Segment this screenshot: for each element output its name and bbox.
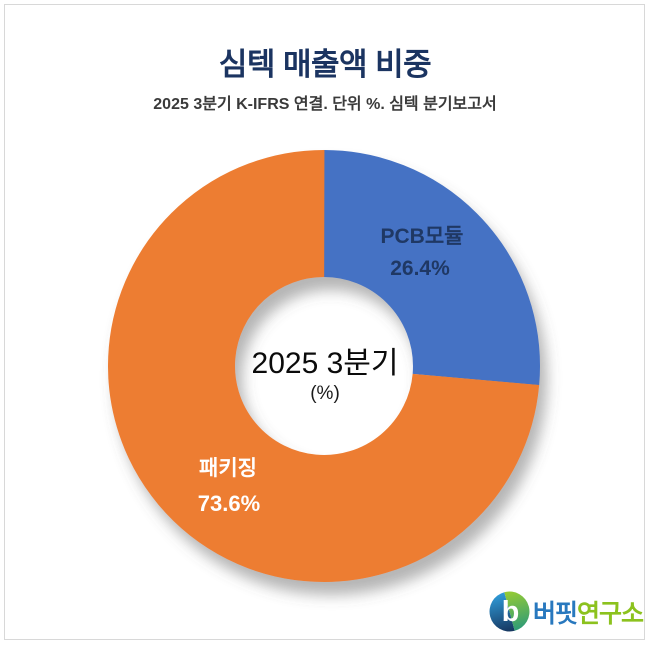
logo: b 버핏연구소 [489,591,644,632]
chart-subtitle: 2025 3분기 K-IFRS 연결. 단위 %. 심텍 분기보고서 [153,96,497,113]
donut-center-sublabel: (%) [310,383,340,404]
logo-text: 버핏연구소 [533,594,644,630]
logo-text-primary: 버핏 [533,599,578,628]
slice-label-packaging: 패키징 [199,457,257,480]
slice-value-packaging: 73.6% [197,491,261,516]
donut-center-label: 2025 3분기 [251,347,399,380]
svg-text:b: b [502,596,520,628]
slice-value-pcb-module: 26.4% [390,257,450,280]
donut-segment-packaging [108,150,540,582]
logo-text-secondary: 연구소 [577,599,644,628]
slice-label-pcb-module: PCB모듈 [380,225,464,248]
chart-title: 심텍 매출액 비중 [218,47,432,82]
buffett-lab-logo-icon: b [489,591,530,632]
